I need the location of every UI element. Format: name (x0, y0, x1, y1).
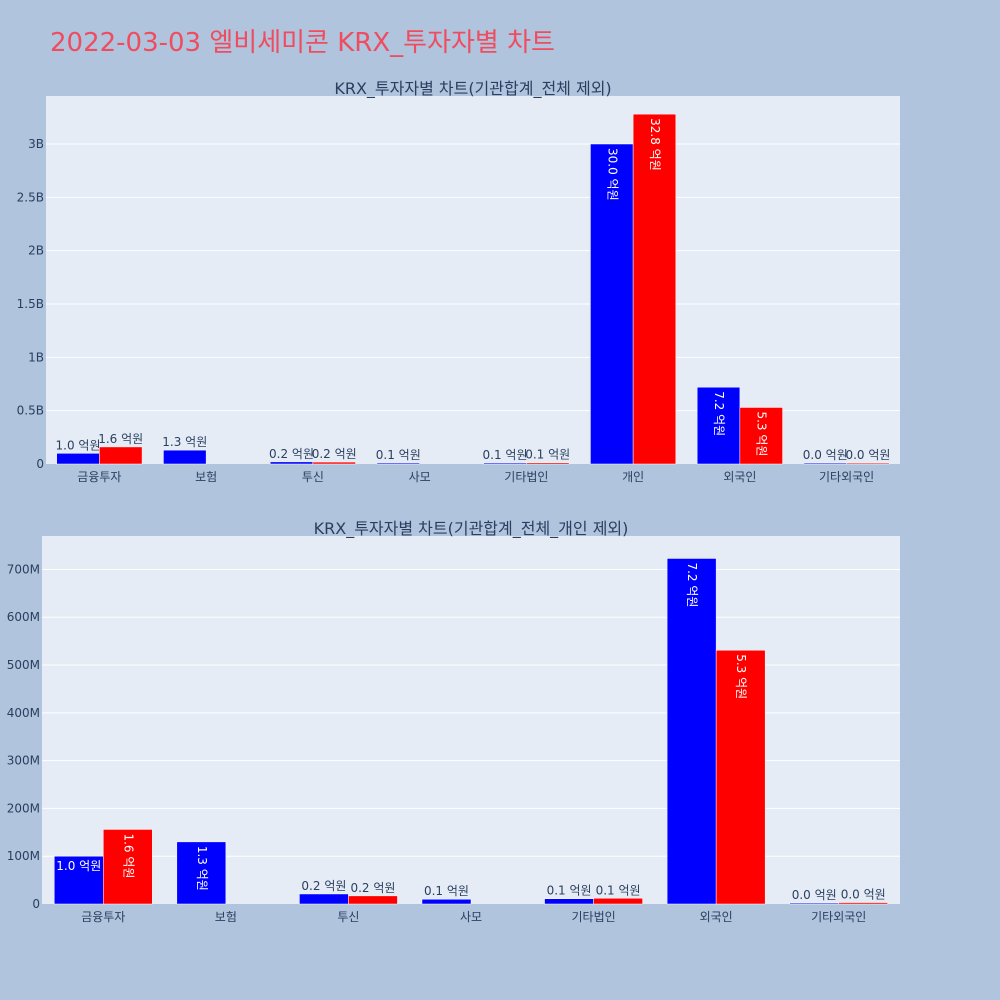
bar (483, 462, 527, 465)
bar (376, 462, 420, 465)
x-tick-label: 투신 (302, 470, 324, 484)
bar-data-label: 0.0 억원 (845, 448, 890, 462)
bar (715, 649, 766, 905)
bar-data-label: 1.3 억원 (195, 846, 209, 891)
y-tick-label: 100M (7, 849, 40, 863)
chart-2: 0 100M 200M 300M 400M 500M 600M 700M KRX_투자자별 차트… (7, 519, 900, 924)
bar-data-label: 0.0 억원 (803, 448, 848, 462)
bar-data-label: 0.1 억원 (525, 448, 570, 462)
x-tick-label: 보험 (195, 470, 217, 484)
y-tick-label: 600M (7, 610, 40, 624)
bar-data-label: 1.6 억원 (98, 432, 143, 446)
y-tick-label: 3B (28, 137, 44, 151)
bar-data-label: 5.3 억원 (755, 411, 769, 456)
bar (846, 462, 890, 465)
plot-area (42, 536, 900, 904)
x-tick-label: 금융투자 (77, 470, 121, 484)
y-tick-label: 400M (7, 706, 40, 720)
chart-title: KRX_투자자별 차트(기관합계_전체_개인 제외) (314, 519, 629, 539)
y-tick-label: 0 (36, 457, 44, 471)
x-tick-label: 금융투자 (81, 910, 125, 924)
bar (593, 898, 643, 905)
bar-data-label: 0.0 억원 (841, 888, 886, 902)
y-tick-label: 0 (32, 897, 40, 911)
y-tick-label: 200M (7, 801, 40, 815)
bar (632, 113, 677, 465)
bar (838, 902, 888, 905)
bar (312, 461, 356, 465)
x-tick-label: 사모 (409, 470, 431, 484)
bar-data-label: 0.2 억원 (350, 881, 395, 895)
x-tick-label: 외국인 (723, 470, 756, 484)
y-tick-label: 700M (7, 562, 40, 576)
bar-data-label: 1.0 억원 (56, 859, 101, 873)
x-tick-label: 사모 (460, 910, 482, 924)
bar-data-label: 1.0 억원 (56, 438, 101, 452)
bar (739, 407, 783, 465)
bar (421, 898, 472, 905)
page-title: 2022-03-03 엘비세미콘 KRX_투자자별 차트 (50, 28, 555, 58)
bar-data-label: 30.0 억원 (605, 148, 619, 201)
bar-data-label: 0.1 억원 (483, 448, 528, 462)
y-tick-label: 1B (28, 350, 44, 364)
x-tick-label: 기타외국인 (819, 470, 874, 484)
x-tick-label: 보험 (215, 910, 237, 924)
bar-data-label: 0.2 억원 (269, 447, 314, 461)
bar (348, 895, 398, 905)
bar-data-label: 5.3 억원 (734, 654, 748, 699)
bar (803, 462, 847, 465)
x-tick-label: 기타외국인 (811, 910, 866, 924)
bar-data-label: 32.8 억원 (648, 118, 662, 171)
bar-data-label: 0.1 억원 (596, 883, 641, 897)
chart-1: 0 0.5B 1B 1.5B 2B 2.5B 3B KRX_투자자별 차트(기관합계_전체 제… (17, 79, 900, 484)
bar (269, 461, 314, 465)
bar-data-label: 1.6 억원 (121, 833, 135, 878)
bar (99, 446, 143, 465)
bar-data-label: 0.1 억원 (376, 448, 421, 462)
bar (103, 829, 153, 905)
bar (54, 855, 104, 905)
bar-data-label: 0.0 억원 (792, 888, 837, 902)
bar (299, 893, 349, 905)
chart-title: KRX_투자자별 차트(기관합계_전체 제외) (334, 79, 611, 99)
y-tick-label: 1.5B (17, 297, 44, 311)
x-tick-label: 기타법인 (571, 910, 615, 924)
bar (526, 462, 570, 465)
bar (789, 902, 839, 905)
bar-data-label: 0.1 억원 (424, 884, 469, 898)
x-tick-label: 외국인 (700, 910, 733, 924)
y-tick-label: 0.5B (17, 404, 44, 418)
bar-data-label: 1.3 억원 (162, 435, 207, 449)
x-tick-label: 투신 (337, 910, 359, 924)
bar-data-label: 0.1 억원 (547, 884, 592, 898)
bar (56, 453, 100, 465)
y-tick-label: 500M (7, 658, 40, 672)
y-tick-label: 300M (7, 754, 40, 768)
bar-data-label: 7.2 억원 (712, 391, 726, 436)
bar (590, 143, 634, 465)
x-tick-label: 개인 (622, 470, 644, 484)
y-tick-label: 2.5B (17, 190, 44, 204)
x-tick-label: 기타법인 (504, 470, 548, 484)
bar-data-label: 0.2 억원 (301, 879, 346, 893)
bar (666, 558, 717, 905)
bar (163, 449, 207, 465)
y-tick-label: 2B (28, 244, 44, 258)
bar (544, 898, 594, 905)
bar (696, 386, 741, 465)
plot-area (46, 96, 900, 464)
bar-data-label: 0.2 억원 (312, 447, 357, 461)
bar-data-label: 7.2 억원 (685, 562, 699, 607)
bar (176, 841, 227, 905)
